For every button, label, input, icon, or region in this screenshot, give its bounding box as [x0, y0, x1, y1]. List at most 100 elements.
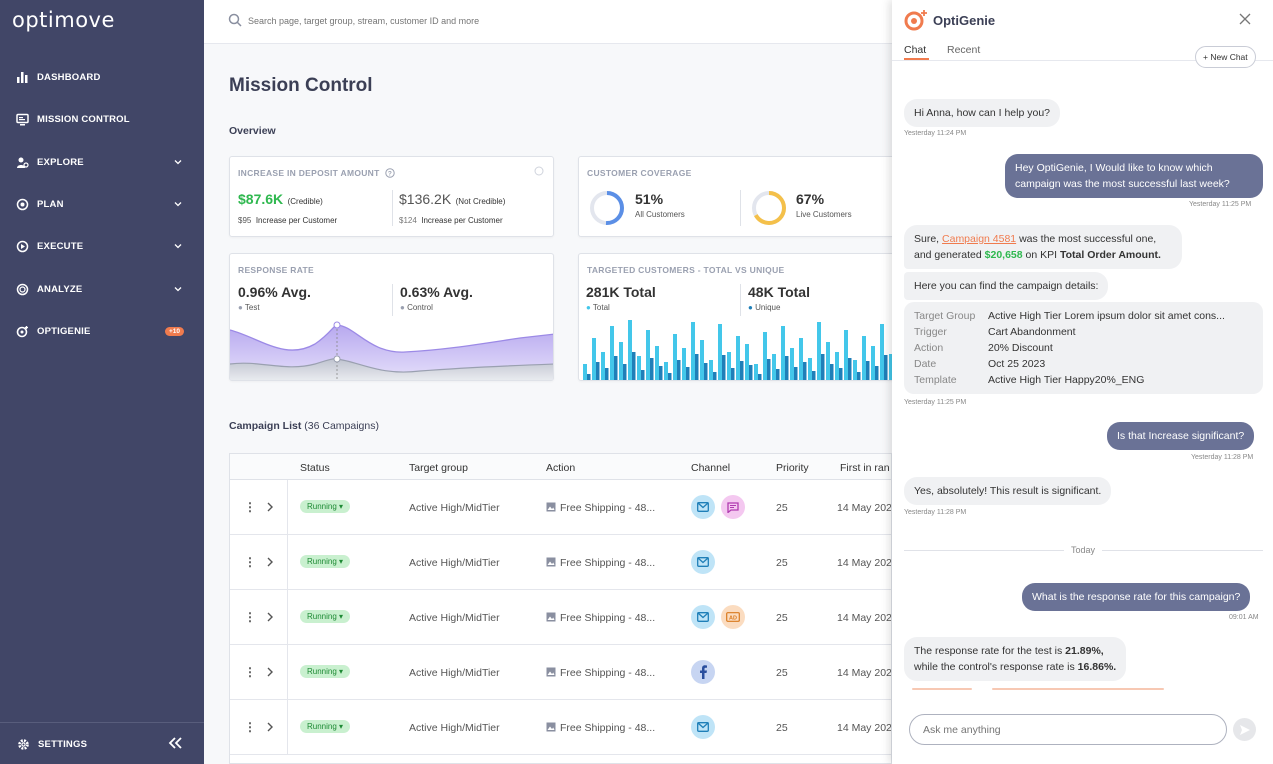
row-menu-icon[interactable]: ⋮	[244, 720, 256, 734]
facebook-channel-icon[interactable]	[691, 660, 715, 684]
unique-bar	[641, 370, 645, 380]
email-channel-icon[interactable]	[691, 495, 715, 519]
table-row[interactable]: ⋮ Running ▾ Active High/MidTier Free Shi…	[230, 590, 891, 645]
ad-channel-icon[interactable]: AD	[721, 605, 745, 629]
chevron-down-icon	[174, 287, 182, 292]
tab-recent[interactable]: Recent	[947, 44, 981, 56]
column-header[interactable]: Action	[546, 462, 576, 474]
sidebar-item-analyze[interactable]: ANALYZE	[0, 274, 204, 304]
unique-bar	[614, 356, 618, 380]
live-customers-label: Live Customers	[796, 210, 852, 219]
action-cell: Free Shipping - 48...	[546, 502, 655, 514]
loading-icon	[534, 166, 544, 176]
logo[interactable]: optimove	[12, 8, 115, 32]
email-channel-icon[interactable]	[691, 550, 715, 574]
action-cell: Free Shipping - 48...	[546, 722, 655, 734]
search-icon	[228, 13, 242, 27]
email-channel-icon[interactable]	[691, 605, 715, 629]
row-menu-icon[interactable]: ⋮	[244, 665, 256, 679]
bot-message: The response rate for the test is 21.89%…	[904, 637, 1127, 681]
noncredible-sub-value: $124	[399, 216, 417, 225]
column-header[interactable]: First in ran	[840, 462, 890, 474]
table-row[interactable]: ⋮ Running ▾ Active High/MidTier Free Shi…	[230, 480, 892, 535]
new-chat-button[interactable]: + New Chat	[1195, 46, 1256, 68]
unique-bar	[704, 363, 708, 380]
credible-sub-value: $95	[238, 216, 252, 225]
column-header[interactable]: Target group	[409, 462, 468, 474]
divider	[392, 190, 393, 226]
unique-bar	[794, 367, 798, 380]
first-run-date-cell: 14 May 202	[837, 502, 892, 514]
coverage-card: CUSTOMER COVERAGE 51% All Customers 67% …	[578, 156, 903, 237]
bot-message: Hi Anna, how can I help you?	[904, 99, 1061, 127]
sidebar-item-explore[interactable]: EXPLORE	[0, 147, 204, 177]
sidebar-item-plan[interactable]: PLAN	[0, 189, 204, 219]
campaign-table: Status Target group Action Channel Prior…	[229, 453, 892, 764]
sidebar-item-optigenie[interactable]: OPTIGENIE +10	[0, 316, 204, 346]
row-menu-icon[interactable]: ⋮	[244, 500, 256, 514]
sidebar-item-label: DASHBOARD	[37, 71, 101, 83]
targeted-bar-chart	[583, 320, 902, 380]
table-row[interactable]: ⋮ Running ▾ Active High/MidTier Free Shi…	[230, 535, 891, 590]
unique-bar	[758, 374, 762, 380]
bot-message: Sure, Campaign 4581 was the most success…	[904, 225, 1182, 269]
table-row[interactable]: ⋮ Running ▾ Active High/MidTier Free Shi…	[230, 700, 892, 755]
active-tab-indicator	[904, 58, 929, 60]
total-bar	[817, 322, 821, 380]
card-title: RESPONSE RATE	[238, 265, 315, 275]
status-badge[interactable]: Running ▾	[300, 610, 351, 623]
expand-row-icon[interactable]	[265, 501, 275, 513]
total-bar	[592, 338, 596, 380]
chat-title: OptiGenie	[933, 13, 996, 28]
expand-row-icon[interactable]	[265, 721, 275, 733]
expand-row-icon[interactable]	[265, 666, 275, 678]
optigenie-chat-panel: OptiGenie Chat Recent + New Chat Hi Anna…	[892, 0, 1273, 764]
sidebar-item-label: OPTIGENIE	[37, 325, 91, 337]
user-message: Is that Increase significant?	[1107, 422, 1255, 450]
expand-row-icon[interactable]	[265, 611, 275, 623]
first-run-date-cell: 14 May 202	[837, 722, 892, 734]
chat-input[interactable]	[909, 714, 1227, 745]
column-header[interactable]: Priority	[776, 462, 809, 474]
unique-bar	[632, 352, 636, 380]
campaign-details-card: Target Group Active High Tier Lorem ipsum…	[904, 302, 1263, 394]
row-menu-icon[interactable]: ⋮	[244, 610, 256, 624]
campaign-link[interactable]: Campaign 4581	[942, 233, 1017, 245]
sms-channel-icon[interactable]	[721, 495, 745, 519]
detail-row: Template Active High Tier Happy20%_ENG	[914, 374, 1145, 386]
credible-value: $87.6K	[238, 191, 284, 207]
send-button[interactable]	[1233, 718, 1256, 741]
expand-row-icon[interactable]	[265, 556, 275, 568]
email-channel-icon[interactable]	[691, 715, 715, 739]
collapse-sidebar-icon[interactable]	[167, 736, 183, 750]
unique-bar	[866, 361, 870, 380]
column-header[interactable]: Status	[300, 462, 330, 474]
row-menu-icon[interactable]: ⋮	[244, 555, 256, 569]
column-header[interactable]: Channel	[691, 462, 731, 474]
typing-indicator	[912, 688, 972, 690]
target-icon	[15, 197, 30, 212]
message-timestamp: Yesterday 11:28 PM	[1191, 454, 1254, 461]
status-badge[interactable]: Running ▾	[300, 665, 351, 678]
search-input[interactable]	[248, 13, 848, 29]
status-badge[interactable]: Running ▾	[300, 720, 351, 733]
campaign-list-heading: Campaign List (36 Campaigns)	[229, 420, 379, 432]
total-bar	[601, 352, 605, 380]
top-search-bar	[204, 0, 892, 44]
tab-chat[interactable]: Chat	[904, 44, 927, 56]
sidebar-item-execute[interactable]: EXECUTE	[0, 231, 204, 261]
unique-bar	[713, 372, 717, 380]
table-row[interactable]: ⋮ Running ▾ Active High/MidTier Free Shi…	[230, 645, 891, 700]
card-title: CUSTOMER COVERAGE	[587, 168, 692, 178]
total-bar	[754, 364, 758, 380]
sidebar-item-mission-control[interactable]: MISSION CONTROL	[0, 104, 204, 134]
total-bar	[844, 330, 848, 380]
status-badge[interactable]: Running ▾	[300, 555, 351, 568]
total-bar	[619, 342, 623, 380]
sidebar-item-dashboard[interactable]: DASHBOARD	[0, 62, 204, 92]
status-badge[interactable]: Running ▾	[300, 500, 351, 513]
gear-icon	[16, 737, 31, 752]
sidebar-item-settings[interactable]: SETTINGS	[0, 729, 204, 759]
close-icon[interactable]	[1238, 12, 1252, 26]
info-icon[interactable]: ?	[385, 168, 395, 178]
